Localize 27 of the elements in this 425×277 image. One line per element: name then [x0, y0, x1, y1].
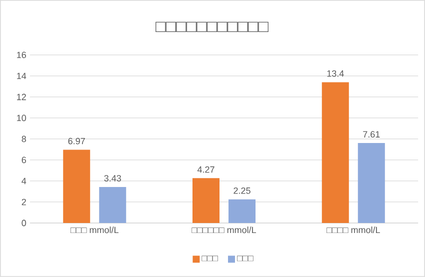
chart-title: □□□□□□□□□□□	[156, 22, 268, 32]
y-tick-label: 4	[22, 178, 26, 184]
x-tick-label: □□□□□□ mmol/L	[192, 226, 256, 234]
data-label: 3.43	[104, 175, 121, 182]
y-tick-label: 14	[17, 72, 26, 80]
y-tick-label: 12	[17, 94, 26, 100]
legend-label: □□□	[202, 256, 218, 262]
y-tick-label: 0	[22, 220, 26, 226]
x-tick-label: □□□□ mmol/L	[326, 226, 380, 234]
bar	[192, 178, 220, 224]
legend-label: □□□	[237, 256, 254, 262]
data-label: 6.97	[68, 138, 85, 144]
data-label: 4.27	[197, 166, 214, 173]
x-tick-label: □□□ mmol/L	[70, 226, 118, 234]
y-tick-label: 8	[22, 136, 26, 142]
bar	[358, 143, 385, 224]
bar	[99, 186, 126, 224]
y-tick-label: 16	[17, 52, 26, 58]
data-label: 2.25	[234, 188, 250, 194]
bar	[63, 150, 90, 224]
y-tick-label: 10	[17, 114, 26, 122]
data-label: 7.61	[363, 131, 380, 138]
y-tick-label: 2	[22, 198, 26, 206]
y-tick-label: 6	[22, 156, 26, 164]
bar	[228, 199, 256, 224]
bar	[322, 82, 349, 224]
data-label: 13.4	[327, 70, 344, 77]
